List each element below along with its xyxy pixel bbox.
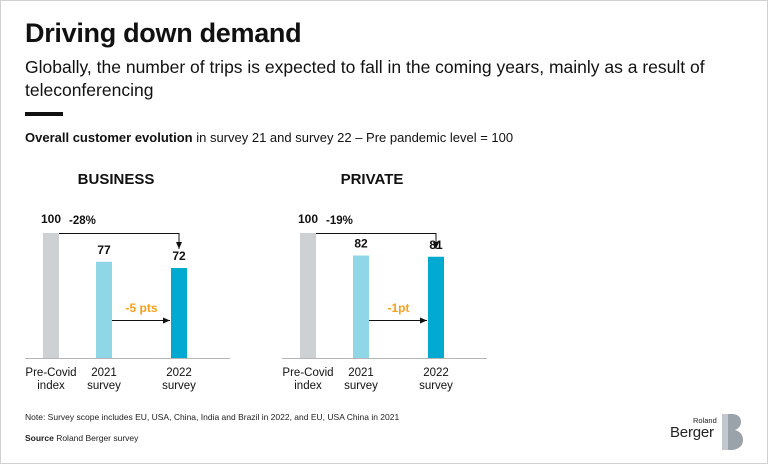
private-chart-title: PRIVATE	[341, 171, 404, 188]
source-label: Source	[25, 433, 54, 443]
title-divider	[25, 112, 63, 116]
private-category-label-2-line-2: survey	[344, 380, 378, 392]
caption-bold: Overall customer evolution	[25, 130, 193, 145]
business-chart-title: BUSINESS	[78, 171, 155, 188]
logo-text-top: Roland	[693, 416, 717, 425]
business-category-label-1-line-1: Pre-Covid	[25, 367, 76, 379]
private-yoy-change-label: -1pt	[388, 301, 410, 315]
business-value-label-2: 77	[97, 243, 111, 257]
business-bar-2	[96, 261, 112, 358]
private-bar-1	[300, 233, 316, 358]
business-category-label-2-line-2: survey	[87, 380, 121, 392]
source-text: Roland Berger survey	[53, 433, 139, 443]
private-value-label-2: 82	[354, 237, 368, 251]
source-line: Source Roland Berger survey	[25, 433, 138, 443]
private-value-label-1: 100	[298, 212, 318, 226]
business-value-label-1: 100	[41, 212, 61, 226]
private-category-label-2-line-1: 2021	[348, 367, 374, 379]
business-category-label-2-line-1: 2021	[91, 367, 117, 379]
business-value-label-3: 72	[172, 249, 186, 263]
business-total-change-label: -28%	[69, 215, 96, 227]
business-yoy-change-label: -5 pts	[125, 301, 157, 315]
business-bar-1	[43, 233, 59, 358]
business-category-label-3-line-1: 2022	[166, 367, 192, 379]
private-bar-3	[428, 256, 444, 358]
caption-rest: in survey 21 and survey 22 – Pre pandemi…	[192, 130, 514, 145]
business-category-label-1-line-2: index	[37, 380, 65, 392]
private-category-label-1-line-1: Pre-Covid	[282, 367, 333, 379]
chart-caption: Overall customer evolution in survey 21 …	[25, 130, 513, 145]
footnote: Note: Survey scope includes EU, USA, Chi…	[25, 412, 400, 422]
business-category-label-3-line-2: survey	[162, 380, 196, 392]
logo-b-mark	[722, 414, 743, 450]
page-title: Driving down demand	[25, 18, 302, 48]
private-total-change-label: -19%	[326, 215, 353, 227]
private-category-label-3-line-1: 2022	[423, 367, 449, 379]
business-bar-3	[171, 268, 187, 358]
roland-berger-logo: Roland Berger	[670, 414, 746, 450]
private-bar-2	[353, 255, 369, 358]
logo-text-bottom: Berger	[670, 424, 714, 441]
private-category-label-1-line-2: index	[294, 380, 322, 392]
page-subtitle: Globally, the number of trips is expecte…	[25, 57, 705, 100]
private-category-label-3-line-2: survey	[419, 380, 453, 392]
